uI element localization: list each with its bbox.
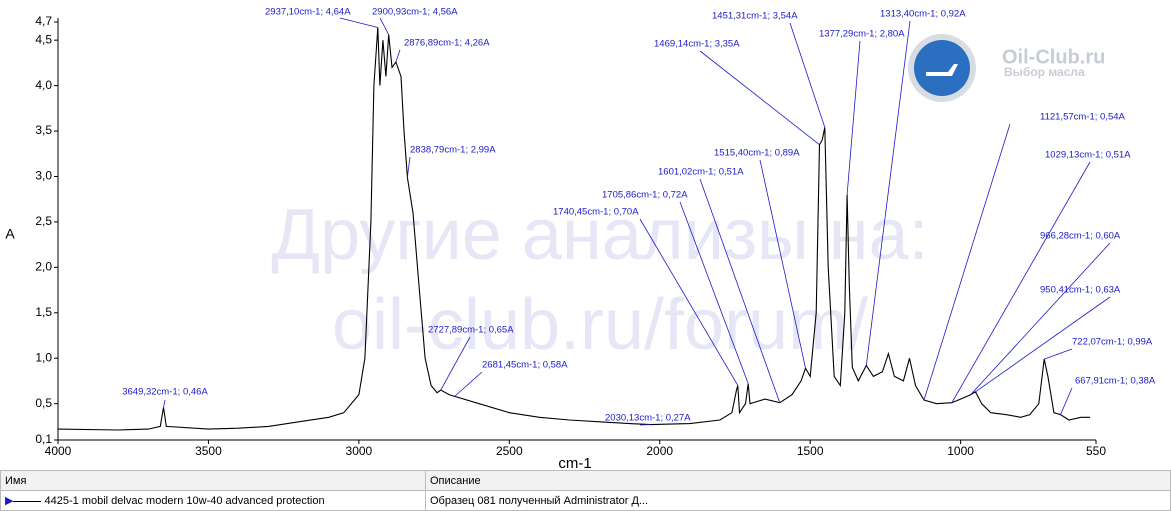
series-name: 4425-1 mobil delvac modern 10w-40 advanc…	[44, 495, 325, 507]
annotation-leader	[379, 17, 390, 35]
y-tick-label: 2,5	[35, 214, 52, 228]
x-tick-label: 550	[1086, 444, 1106, 458]
annotation-label: 667,91cm-1; 0,38A	[1075, 376, 1156, 387]
annotation-leader	[865, 20, 911, 366]
annotation-label: 1515,40cm-1; 0,89A	[714, 148, 800, 159]
y-tick-label: 4,0	[35, 78, 52, 92]
annotation-leader	[1044, 348, 1073, 360]
annotation-leader	[1060, 387, 1073, 415]
annotation-label: 1740,45cm-1; 0,70A	[553, 207, 639, 218]
chart: Другие анализы на: oil-club.ru/forum/ cm…	[5, 7, 1156, 470]
table-header: Имя Описание	[0, 470, 1171, 491]
annotation-leader	[699, 178, 781, 403]
annotation-label: 950,41cm-1; 0,63A	[1040, 285, 1121, 296]
annotation-leader	[679, 201, 749, 384]
y-tick-label: 0,5	[35, 396, 52, 410]
watermark: Другие анализы на:	[271, 195, 928, 275]
logo-subtitle: Выбор масла	[1004, 65, 1085, 79]
annotation-label: 2727,89cm-1; 0,65A	[428, 325, 514, 336]
annotation-label: 2838,79cm-1; 2,99A	[410, 145, 496, 156]
y-tick-label: 3,0	[35, 169, 52, 183]
annotation-label: 3649,32cm-1; 0,46A	[122, 387, 208, 398]
annotation-leader	[699, 50, 820, 145]
x-tick-label: 4000	[45, 444, 72, 458]
logo-icon	[926, 64, 958, 76]
x-axis-label: cm-1	[558, 455, 591, 470]
annotation-leader	[759, 159, 806, 369]
watermark: oil-club.ru/forum/	[332, 285, 868, 365]
annotation-label: 1705,86cm-1; 0,72A	[602, 190, 688, 201]
name-cell: ▶ 4425-1 mobil delvac modern 10w-40 adva…	[0, 490, 426, 511]
annotation-leader	[440, 336, 471, 391]
y-axis-label: A	[5, 226, 15, 242]
annotation-leader	[846, 40, 861, 195]
annotation-leader	[454, 371, 483, 397]
annotation-leader	[406, 156, 411, 178]
annotation-label: 2900,93cm-1; 4,56A	[372, 7, 458, 18]
annotation-label: 2030,13cm-1; 0,27A	[605, 413, 691, 424]
table-row[interactable]: ▶ 4425-1 mobil delvac modern 10w-40 adva…	[0, 490, 1171, 511]
annotation-leader	[951, 161, 1091, 403]
x-tick-label: 1000	[947, 444, 974, 458]
y-tick-label: 4,7	[35, 14, 52, 28]
annotation-leader	[970, 242, 1111, 395]
y-tick-label: 1,5	[35, 305, 52, 319]
annotation-label: 2937,10cm-1; 4,64A	[265, 7, 351, 18]
x-tick-label: 2500	[496, 444, 523, 458]
annotation-leader	[163, 399, 166, 408]
annotation-label: 1469,14cm-1; 3,35A	[654, 39, 740, 50]
y-tick-label: 0,1	[35, 432, 52, 446]
annotation-label: 966,28cm-1; 0,60A	[1040, 231, 1121, 242]
annotation-label: 1377,29cm-1; 2,80A	[819, 29, 905, 40]
header-cell: Описание	[425, 470, 1171, 491]
x-tick-label: 3500	[195, 444, 222, 458]
y-tick-label: 2,0	[35, 260, 52, 274]
y-tick-label: 3,5	[35, 123, 52, 137]
annotation-leader	[395, 49, 401, 63]
legend-table: Имя Описание ▶ 4425-1 mobil delvac moder…	[0, 470, 1171, 511]
x-tick-label: 1500	[797, 444, 824, 458]
y-tick-label: 1,0	[35, 350, 52, 364]
annotation-label: 722,07cm-1; 0,99A	[1072, 337, 1153, 348]
annotation-leader	[975, 296, 1111, 393]
logo: Oil-Club.ru Выбор масла	[908, 34, 1105, 102]
annotation-leader	[639, 218, 739, 386]
annotation-label: 1451,31cm-1; 3,54A	[712, 11, 798, 22]
x-tick-label: 3000	[346, 444, 373, 458]
annotation-leader	[339, 17, 378, 28]
annotation-label: 1601,02cm-1; 0,51A	[658, 167, 744, 178]
desc-cell: Образец 081 полученный Administrator Д..…	[425, 490, 1171, 511]
annotation-leader	[789, 22, 826, 128]
logo-disc	[914, 40, 970, 96]
plot-area: 0,1 0,5 1,0 1,5 2,0 2,5 3,0 3,5 4,0 4,5 4,7 4000 350…	[35, 7, 1156, 459]
annotation-label: 1121,57cm-1; 0,54A	[1040, 112, 1126, 123]
y-tick-label: 4,5	[35, 32, 52, 46]
spectrum-line	[57, 27, 1090, 431]
annotation-label: 1029,13cm-1; 0,51A	[1045, 150, 1131, 161]
x-tick-label: 2000	[646, 444, 673, 458]
annotation-label: 2681,45cm-1; 0,58A	[482, 360, 568, 371]
annotation-label: 1313,40cm-1; 0,92A	[880, 9, 966, 20]
annotation-label: 2876,89cm-1; 4,26A	[404, 38, 490, 49]
annotation-leader	[923, 123, 1011, 401]
header-cell: Имя	[0, 470, 426, 491]
logo-title: Oil-Club.ru	[1002, 46, 1105, 68]
